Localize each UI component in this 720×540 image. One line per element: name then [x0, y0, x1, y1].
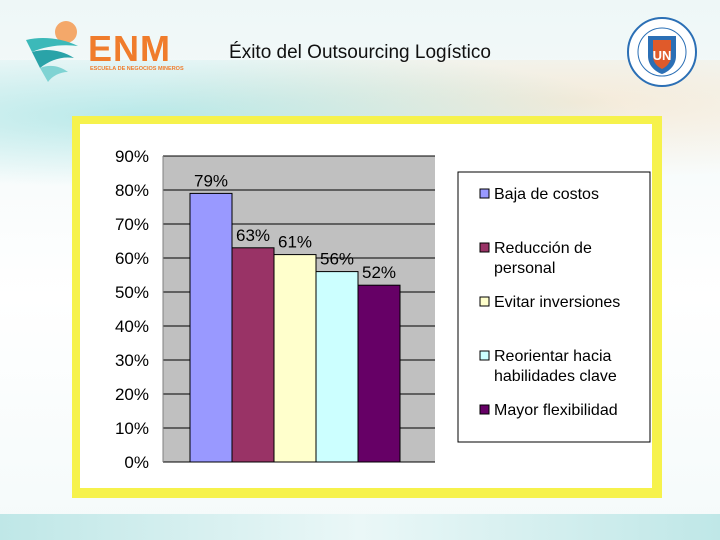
chart-frame: 0% 10% 20% 30% 40% 50% 60% 70% 80% 90% 79% 63% 61% 5… — [72, 116, 662, 498]
legend-label: personal — [494, 260, 555, 277]
y-tick-label: 60% — [115, 249, 149, 268]
y-tick-label: 20% — [115, 385, 149, 404]
data-labels: 79% 63% 61% 56% 52% — [194, 171, 396, 282]
y-tick-label: 0% — [124, 453, 149, 472]
bar — [357, 284, 401, 463]
y-axis-tick-labels: 0% 10% 20% 30% 40% 50% 60% 70% 80% 90% — [115, 147, 149, 472]
y-tick-label: 30% — [115, 351, 149, 370]
bar-chart: 0% 10% 20% 30% 40% 50% 60% 70% 80% 90% 79% 63% 61% 5… — [115, 147, 651, 472]
enm-logo-subtitle: ESCUELA DE NEGOCIOS MINEROS — [90, 66, 184, 72]
ucn-seal-initials: UN — [653, 48, 672, 63]
legend-label: Mayor flexibilidad — [494, 402, 618, 419]
ucn-seal-icon: UN — [626, 16, 698, 88]
y-tick-label: 80% — [115, 181, 149, 200]
legend-swatch — [479, 296, 490, 307]
legend-swatch — [479, 350, 490, 361]
legend-items: Baja de costos Reducción de personal Evitar… — [479, 186, 620, 419]
bar — [189, 192, 233, 463]
legend-label: Baja de costos — [494, 186, 599, 203]
legend-label: Reorientar hacia — [494, 348, 612, 365]
legend-swatch — [479, 404, 490, 415]
y-tick-label: 90% — [115, 147, 149, 166]
y-tick-label: 40% — [115, 317, 149, 336]
legend-label: Evitar inversiones — [494, 294, 620, 311]
bars — [189, 192, 401, 463]
legend — [457, 171, 651, 443]
bar — [273, 254, 317, 463]
legend-swatch — [479, 188, 490, 199]
y-tick-label: 70% — [115, 215, 149, 234]
page-title: Éxito del Outsourcing Logístico — [229, 42, 491, 63]
data-label: 63% — [236, 226, 270, 245]
enm-logo: ENM ESCUELA DE NEGOCIOS MINEROS — [22, 18, 184, 84]
y-tick-label: 10% — [115, 419, 149, 438]
legend-label: habilidades clave — [494, 368, 617, 385]
bar — [315, 271, 359, 463]
chart-panel: 0% 10% 20% 30% 40% 50% 60% 70% 80% 90% 79% 63% 61% 5… — [80, 124, 652, 488]
bar — [231, 247, 275, 463]
legend-swatch — [479, 242, 490, 253]
bottom-band — [0, 514, 720, 540]
data-label: 52% — [362, 263, 396, 282]
y-tick-label: 50% — [115, 283, 149, 302]
legend-label: Reducción de — [494, 240, 592, 257]
enm-swoosh-icon — [26, 21, 78, 82]
enm-logo-text: ENM — [88, 28, 171, 69]
data-label: 61% — [278, 233, 312, 252]
data-label: 56% — [320, 250, 354, 269]
data-label: 79% — [194, 171, 228, 190]
